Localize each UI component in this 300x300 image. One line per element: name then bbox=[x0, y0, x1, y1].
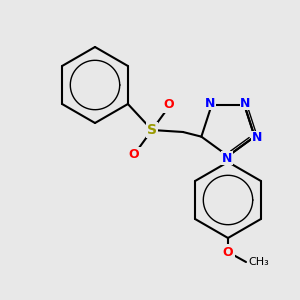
Text: N: N bbox=[251, 131, 262, 144]
Text: N: N bbox=[206, 97, 216, 110]
Text: S: S bbox=[147, 123, 157, 137]
Text: N: N bbox=[240, 97, 250, 110]
Text: O: O bbox=[164, 98, 174, 112]
Text: O: O bbox=[223, 245, 233, 259]
Text: O: O bbox=[129, 148, 139, 161]
Text: N: N bbox=[222, 152, 232, 164]
Text: CH₃: CH₃ bbox=[248, 257, 269, 267]
